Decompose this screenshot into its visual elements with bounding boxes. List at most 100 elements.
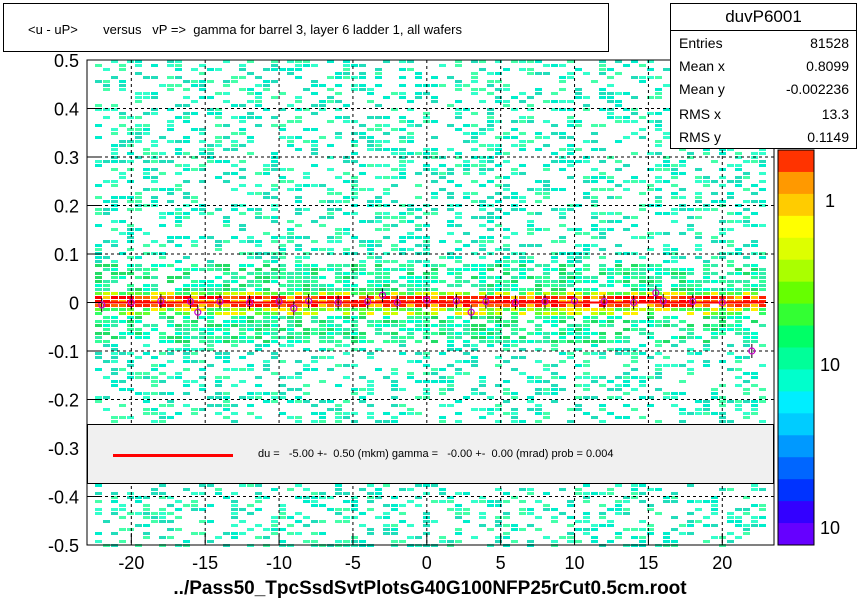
heatmap-cell: [151, 108, 158, 111]
heatmap-cell: [239, 68, 246, 71]
profile-point: [630, 298, 638, 307]
heatmap-cell: [263, 172, 270, 175]
heatmap-cell: [695, 400, 702, 403]
heatmap-cell: [511, 420, 518, 423]
heatmap-cell: [215, 376, 222, 379]
color-bar-cell: [778, 391, 814, 414]
heatmap-cell: [167, 528, 174, 531]
heatmap-cell: [327, 332, 334, 335]
heatmap-cell: [439, 352, 446, 355]
heatmap-cell: [231, 116, 238, 119]
heatmap-cell: [143, 268, 150, 271]
heatmap-cell: [343, 332, 350, 335]
heatmap-cell: [487, 236, 494, 239]
heatmap-cell: [455, 532, 462, 535]
heatmap-cell: [375, 128, 382, 131]
heatmap-cell: [567, 524, 574, 527]
heatmap-cell: [119, 80, 126, 83]
heatmap-cell: [727, 400, 734, 403]
heatmap-cell: [319, 348, 326, 351]
heatmap-cell: [183, 276, 190, 279]
heatmap-cell: [471, 124, 478, 127]
heatmap-cell: [527, 260, 534, 263]
stats-label: Mean x: [679, 58, 725, 74]
color-bar-cell: [778, 237, 814, 261]
heatmap-cell: [663, 252, 670, 255]
heatmap-cell: [759, 256, 766, 259]
heatmap-cell: [511, 328, 518, 331]
heatmap-cell: [287, 304, 294, 307]
heatmap-cell: [247, 364, 254, 367]
heatmap-cell: [423, 380, 430, 383]
heatmap-cell: [447, 384, 454, 387]
heatmap-cell: [519, 312, 526, 315]
heatmap-cell: [199, 84, 206, 87]
heatmap-cell: [663, 340, 670, 343]
heatmap-cell: [183, 284, 190, 287]
heatmap-cell: [519, 304, 526, 307]
heatmap-cell: [351, 332, 358, 335]
heatmap-cell: [439, 324, 446, 327]
heatmap-cell: [103, 292, 110, 295]
heatmap-cell: [471, 112, 478, 115]
heatmap-cell: [455, 324, 462, 327]
heatmap-cell: [503, 296, 510, 299]
heatmap-cell: [439, 488, 446, 491]
stats-row-entries: Entries 81528: [679, 35, 849, 57]
heatmap-cell: [127, 496, 134, 499]
heatmap-cell: [631, 152, 638, 155]
heatmap-cell: [703, 408, 710, 411]
heatmap-cell: [311, 500, 318, 503]
heatmap-cell: [143, 160, 150, 163]
heatmap-cell: [439, 536, 446, 539]
heatmap-cell: [663, 496, 670, 499]
heatmap-cell: [95, 484, 102, 487]
heatmap-cell: [391, 108, 398, 111]
heatmap-cell: [599, 320, 606, 323]
heatmap-cell: [415, 84, 422, 87]
heatmap-cell: [607, 340, 614, 343]
heatmap-cell: [367, 272, 374, 275]
heatmap-cell: [327, 324, 334, 327]
heatmap-cell: [575, 376, 582, 379]
heatmap-cell: [351, 504, 358, 507]
heatmap-cell: [543, 196, 550, 199]
y-tick-label: 0.2: [54, 197, 79, 217]
heatmap-cell: [295, 188, 302, 191]
heatmap-cell: [575, 288, 582, 291]
heatmap-cell: [191, 156, 198, 159]
x-tick-label: -5: [345, 553, 361, 573]
heatmap-cell: [567, 124, 574, 127]
heatmap-cell: [287, 344, 294, 347]
heatmap-cell: [735, 176, 742, 179]
heatmap-cell: [407, 276, 414, 279]
heatmap-cell: [575, 160, 582, 163]
heatmap-cell: [623, 284, 630, 287]
heatmap-cell: [303, 184, 310, 187]
heatmap-cell: [207, 520, 214, 523]
heatmap-cell: [711, 524, 718, 527]
heatmap-cell: [175, 172, 182, 175]
heatmap-cell: [487, 80, 494, 83]
heatmap-cell: [591, 280, 598, 283]
heatmap-cell: [527, 256, 534, 259]
heatmap-cell: [183, 236, 190, 239]
heatmap-cell: [343, 196, 350, 199]
heatmap-cell: [279, 276, 286, 279]
heatmap-cell: [207, 144, 214, 147]
heatmap-cell: [335, 404, 342, 407]
heatmap-cell: [487, 72, 494, 75]
heatmap-cell: [375, 272, 382, 275]
heatmap-cell: [359, 292, 366, 295]
heatmap-cell: [223, 328, 230, 331]
heatmap-cell: [295, 244, 302, 247]
heatmap-cell: [247, 284, 254, 287]
heatmap-cell: [527, 276, 534, 279]
heatmap-cell: [455, 528, 462, 531]
heatmap-cell: [759, 276, 766, 279]
heatmap-cell: [655, 124, 662, 127]
heatmap-cell: [751, 372, 758, 375]
heatmap-cell: [111, 296, 118, 299]
heatmap-cell: [431, 312, 438, 315]
heatmap-cell: [727, 328, 734, 331]
